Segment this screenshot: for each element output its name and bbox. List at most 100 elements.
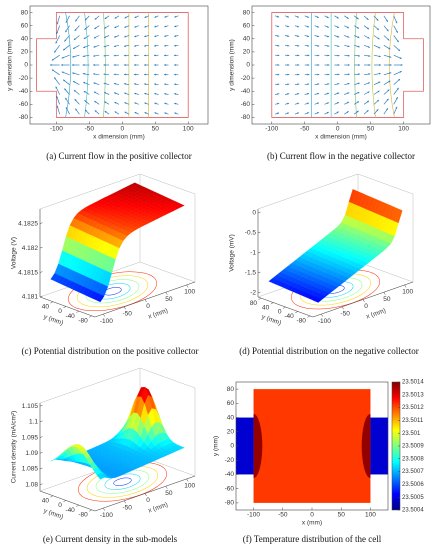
arrow-head xyxy=(389,64,392,66)
arrow-head xyxy=(82,55,85,58)
arrow-head xyxy=(103,64,106,66)
y-tick-label: -80 xyxy=(225,500,235,507)
arrow-head xyxy=(174,102,177,105)
x-axis-label: x dimension (mm) xyxy=(315,134,367,141)
arrow-head xyxy=(386,29,389,32)
arrow-head xyxy=(73,47,76,49)
arrow-head xyxy=(104,26,107,29)
x-tick-label: 0 xyxy=(336,126,340,133)
floor-contour xyxy=(113,477,132,486)
arrow-head xyxy=(124,102,127,104)
x-tick xyxy=(186,478,189,482)
arrow-head xyxy=(347,45,350,48)
cell-outline xyxy=(271,12,424,118)
arrow-head xyxy=(174,93,177,95)
arrow-head xyxy=(307,73,310,76)
arrow-head xyxy=(379,64,381,66)
arrow-head xyxy=(327,35,330,38)
x-tick xyxy=(103,313,106,317)
arrow-head xyxy=(104,17,107,19)
arrow-head xyxy=(75,19,78,22)
arrow-head xyxy=(93,36,96,39)
arrow-head xyxy=(164,54,166,57)
y-tick-label: 0 xyxy=(278,309,282,316)
x-axis xyxy=(94,281,196,318)
arrow-head xyxy=(164,73,166,76)
arrow-head xyxy=(376,99,379,102)
arrow-head xyxy=(84,100,87,103)
arrow-head xyxy=(65,20,68,23)
arrow-head xyxy=(144,92,147,95)
z-tick-label: 4.181 xyxy=(22,294,39,301)
y-tick xyxy=(258,297,262,300)
arrow-head xyxy=(113,64,116,66)
arrow-head xyxy=(63,79,66,82)
y-tick-label: 40 xyxy=(42,303,50,310)
arrow-head xyxy=(316,102,319,105)
arrow-head xyxy=(49,64,52,66)
contour xyxy=(371,12,376,118)
arrow-head xyxy=(123,73,126,76)
y-tick-label: 60 xyxy=(227,400,235,407)
arrow-head xyxy=(61,56,64,59)
arrow-head xyxy=(296,15,299,18)
arrow-head xyxy=(174,83,176,86)
arrow-head xyxy=(134,83,137,86)
y-tick-label: 40 xyxy=(42,497,50,504)
arrow-head xyxy=(378,55,381,58)
arrow-head xyxy=(134,102,137,105)
arrow-head xyxy=(358,54,360,57)
arrow-head xyxy=(55,86,58,89)
arrow-head xyxy=(316,112,319,114)
y-tick-label: -40 xyxy=(65,507,75,514)
x-tick-label: 0 xyxy=(310,512,314,519)
arrow-head xyxy=(277,15,280,18)
arrow-head xyxy=(134,73,136,76)
arrow-head xyxy=(174,112,177,115)
arrow-head xyxy=(61,64,63,66)
arrow-head xyxy=(395,106,398,109)
z-axis-label: Current density (mA/cm²) xyxy=(11,411,18,484)
arrow-head xyxy=(399,57,402,59)
x-tick-label: -100 xyxy=(265,126,278,133)
arrow-head xyxy=(387,38,390,41)
y-tick xyxy=(63,500,67,503)
arrow-head xyxy=(164,44,167,47)
arrow-head xyxy=(65,107,68,110)
arrow-head xyxy=(277,54,280,57)
arrow-head xyxy=(103,45,106,48)
arrow-head xyxy=(174,54,176,57)
y-tick-label: 40 xyxy=(243,35,251,42)
arrow-head xyxy=(123,64,126,66)
arrow-head xyxy=(114,101,117,104)
arrow-head xyxy=(297,25,300,28)
arrow-head xyxy=(357,101,359,104)
arrow-head xyxy=(357,45,360,48)
arrow-head xyxy=(388,80,391,83)
z-tick-label: 1.08 xyxy=(25,481,38,488)
arrow-head xyxy=(144,44,147,47)
arrow-head xyxy=(84,27,87,30)
y-tick-label: 20 xyxy=(243,49,251,56)
arrow-head xyxy=(94,110,97,113)
y-tick-label: 40 xyxy=(21,35,29,42)
x-tick-label: 100 xyxy=(184,483,195,490)
x-tick-label: -100 xyxy=(100,512,113,519)
arrow-head xyxy=(164,93,167,95)
arrow-head xyxy=(307,25,309,28)
z-tick xyxy=(257,211,261,214)
arrow-head xyxy=(73,89,76,92)
arrow-head xyxy=(83,81,86,84)
x-tick-label: 0 xyxy=(120,126,124,133)
arrow-head xyxy=(65,97,68,100)
arrow-head xyxy=(56,22,59,25)
arrow-head xyxy=(174,15,177,18)
arrow-head xyxy=(83,91,86,93)
x-tick-label: 100 xyxy=(398,126,409,133)
x-tick xyxy=(186,284,189,288)
arrow-head xyxy=(94,17,97,20)
arrow-head xyxy=(317,92,320,95)
arrow-head xyxy=(154,102,157,105)
